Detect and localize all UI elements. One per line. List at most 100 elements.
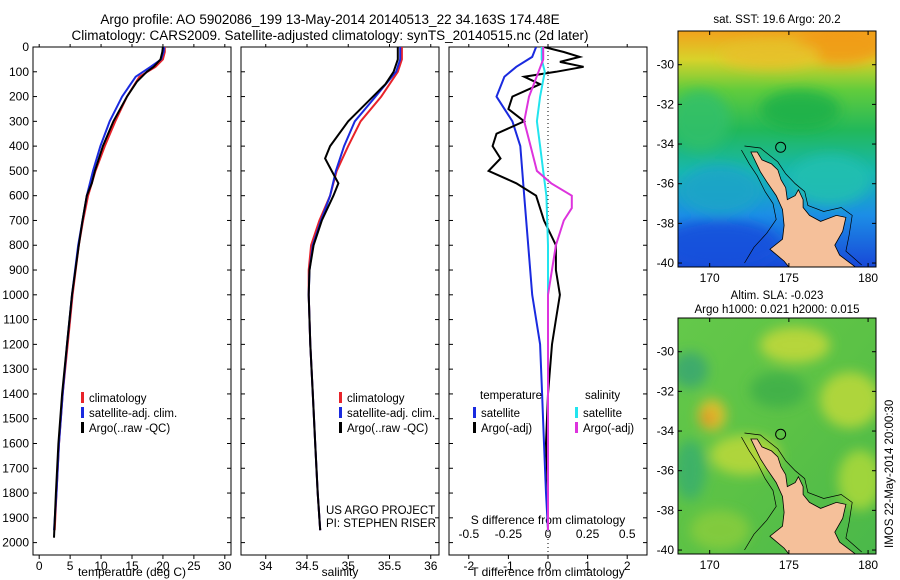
y-tick-label: 2000 (2, 536, 29, 550)
temp-plot-frame (32, 46, 232, 556)
y-tick-label: 1000 (2, 288, 29, 302)
map-lon-tick-label: 180 (858, 558, 878, 572)
y-tick-label: 1800 (2, 486, 29, 500)
legend-swatch (339, 407, 342, 418)
legend-label: climatology (347, 393, 405, 405)
x-tick-label: 5 (67, 559, 74, 573)
temperature-panel: 0 5 10 15 20 25 30 temperature (deg C) 0 100 200 30… (2, 40, 232, 579)
x-tick-label: 10 (94, 559, 108, 573)
s-diff-tick-label: 0 (545, 527, 552, 541)
imos-timestamp-credit: IMOS 22-May-2014 20:00:30 (884, 399, 896, 548)
y-tick-label: 1600 (2, 436, 29, 450)
legend-label: Argo(-adj) (583, 423, 634, 435)
temp-series-argo-raw-qc- (53, 47, 164, 538)
legend-swatch (575, 407, 578, 418)
s-diff-tick-label: 0.5 (619, 527, 636, 541)
legend-swatch (81, 407, 84, 418)
x-tick-label: -1 (503, 559, 514, 573)
x-tick-label: 15 (125, 559, 139, 573)
y-tick-label: 900 (9, 263, 29, 277)
float-position-marker (775, 141, 787, 153)
chart-title-line2: Climatology: CARS2009. Satellite-adjuste… (71, 28, 589, 43)
x-tick-label: 30 (218, 559, 232, 573)
legend-swatch (473, 407, 476, 418)
map-lon-tick-label: 175 (779, 558, 799, 572)
y-tick-label: 1900 (2, 511, 29, 525)
sst-map-title: sat. SST: 19.6 Argo: 20.2 (713, 14, 841, 26)
y-tick-label: 300 (9, 114, 29, 128)
map-lat-tick-label: -34 (657, 424, 675, 438)
legend-swatch (575, 422, 578, 433)
map-lat-tick-label: -38 (657, 216, 675, 230)
y-tick-label: 1700 (2, 461, 29, 475)
y-tick-label: 1400 (2, 387, 29, 401)
map-lat-tick-label: -30 (657, 58, 675, 72)
legend-label: Argo(..raw -QC) (89, 423, 170, 435)
legend-label: climatology (89, 393, 147, 405)
legend-swatch (81, 392, 84, 403)
y-tick-label: 200 (9, 90, 29, 104)
y-tick-label: 500 (9, 164, 29, 178)
map-lat-tick-label: -40 (657, 256, 675, 270)
sla-map-title-line1: Altim. SLA: -0.023 (730, 290, 824, 302)
x-tick-label: 0 (36, 559, 43, 573)
y-tick-label: 0 (22, 40, 29, 54)
x-tick-label: 36 (424, 559, 438, 573)
map-lat-tick-label: -40 (657, 543, 675, 557)
legend-title-temperature: temperature (480, 390, 542, 402)
sal-xlabel: salinity (322, 565, 359, 579)
y-tick-label: 1200 (2, 337, 29, 351)
map-lat-tick-label: -36 (657, 464, 675, 478)
map-lat-tick-label: -32 (657, 384, 675, 398)
x-tick-label: 25 (187, 559, 201, 573)
new-zealand-coast (750, 151, 857, 267)
temp-xlabel: temperature (deg C) (78, 565, 186, 579)
project-annotation-line1: US ARGO PROJECT (326, 505, 436, 517)
y-tick-label: 1500 (2, 412, 29, 426)
sst-map: 170 175 180 -30 -32 -34 -36 -38 -40 (657, 30, 878, 285)
y-tick-label: 400 (9, 139, 29, 153)
depth-contour (741, 145, 862, 266)
diff-series-argo-adj--salinity (523, 47, 573, 531)
x-tick-label: 20 (156, 559, 170, 573)
y-tick-label: 1100 (3, 313, 29, 327)
diff-series-satellite-temperature (495, 47, 549, 531)
new-zealand-coast (750, 438, 857, 554)
map-lon-tick-label: 175 (779, 271, 799, 285)
s-diff-tick-label: 0.25 (576, 527, 600, 541)
legend-label: Argo(-adj) (481, 423, 532, 435)
legend-label: Argo(..raw -QC) (347, 423, 428, 435)
map-lat-tick-label: -32 (657, 97, 675, 111)
x-tick-label: 1 (584, 559, 591, 573)
sla-map-title-line2: Argo h1000: 0.021 h2000: 0.015 (694, 304, 860, 316)
map-lon-tick-label: 180 (858, 271, 878, 285)
project-annotation-line2: PI: STEPHEN RISER (326, 518, 436, 530)
legend-swatch (81, 422, 84, 433)
legend-label: satellite-adj. clim. (347, 408, 435, 420)
diff-xlabel: T difference from climatology (471, 565, 625, 579)
legend-swatch (339, 422, 342, 433)
x-tick-label: 0 (545, 559, 552, 573)
x-tick-label: 35.5 (378, 559, 402, 573)
map-lat-tick-label: -38 (657, 503, 675, 517)
depth-contour (741, 432, 862, 553)
sal-plot-frame (240, 46, 440, 556)
chart-title-line1: Argo profile: AO 5902086_199 13-May-2014… (100, 12, 560, 27)
x-tick-label: 34 (259, 559, 273, 573)
x-tick-label: 2 (624, 559, 631, 573)
legend-label: satellite-adj. clim. (89, 408, 177, 420)
s-diff-tick-label: -0.5 (458, 527, 479, 541)
y-tick-label: 1300 (2, 362, 29, 376)
sal-series-argo-raw-qc- (307, 47, 399, 531)
x-tick-label: -2 (463, 559, 474, 573)
legend-label: satellite (481, 408, 520, 420)
legend-swatch (339, 392, 342, 403)
map-lon-tick-label: 170 (700, 558, 720, 572)
legend-label: satellite (583, 408, 622, 420)
difference-panel: -2 -1 0 1 2T difference from climatology -0.5… (448, 44, 648, 579)
float-position-marker (775, 428, 787, 440)
diff-series-argo-adj--temperature (486, 47, 584, 531)
y-tick-label: 700 (9, 213, 29, 227)
map-lat-tick-label: -34 (657, 137, 675, 151)
